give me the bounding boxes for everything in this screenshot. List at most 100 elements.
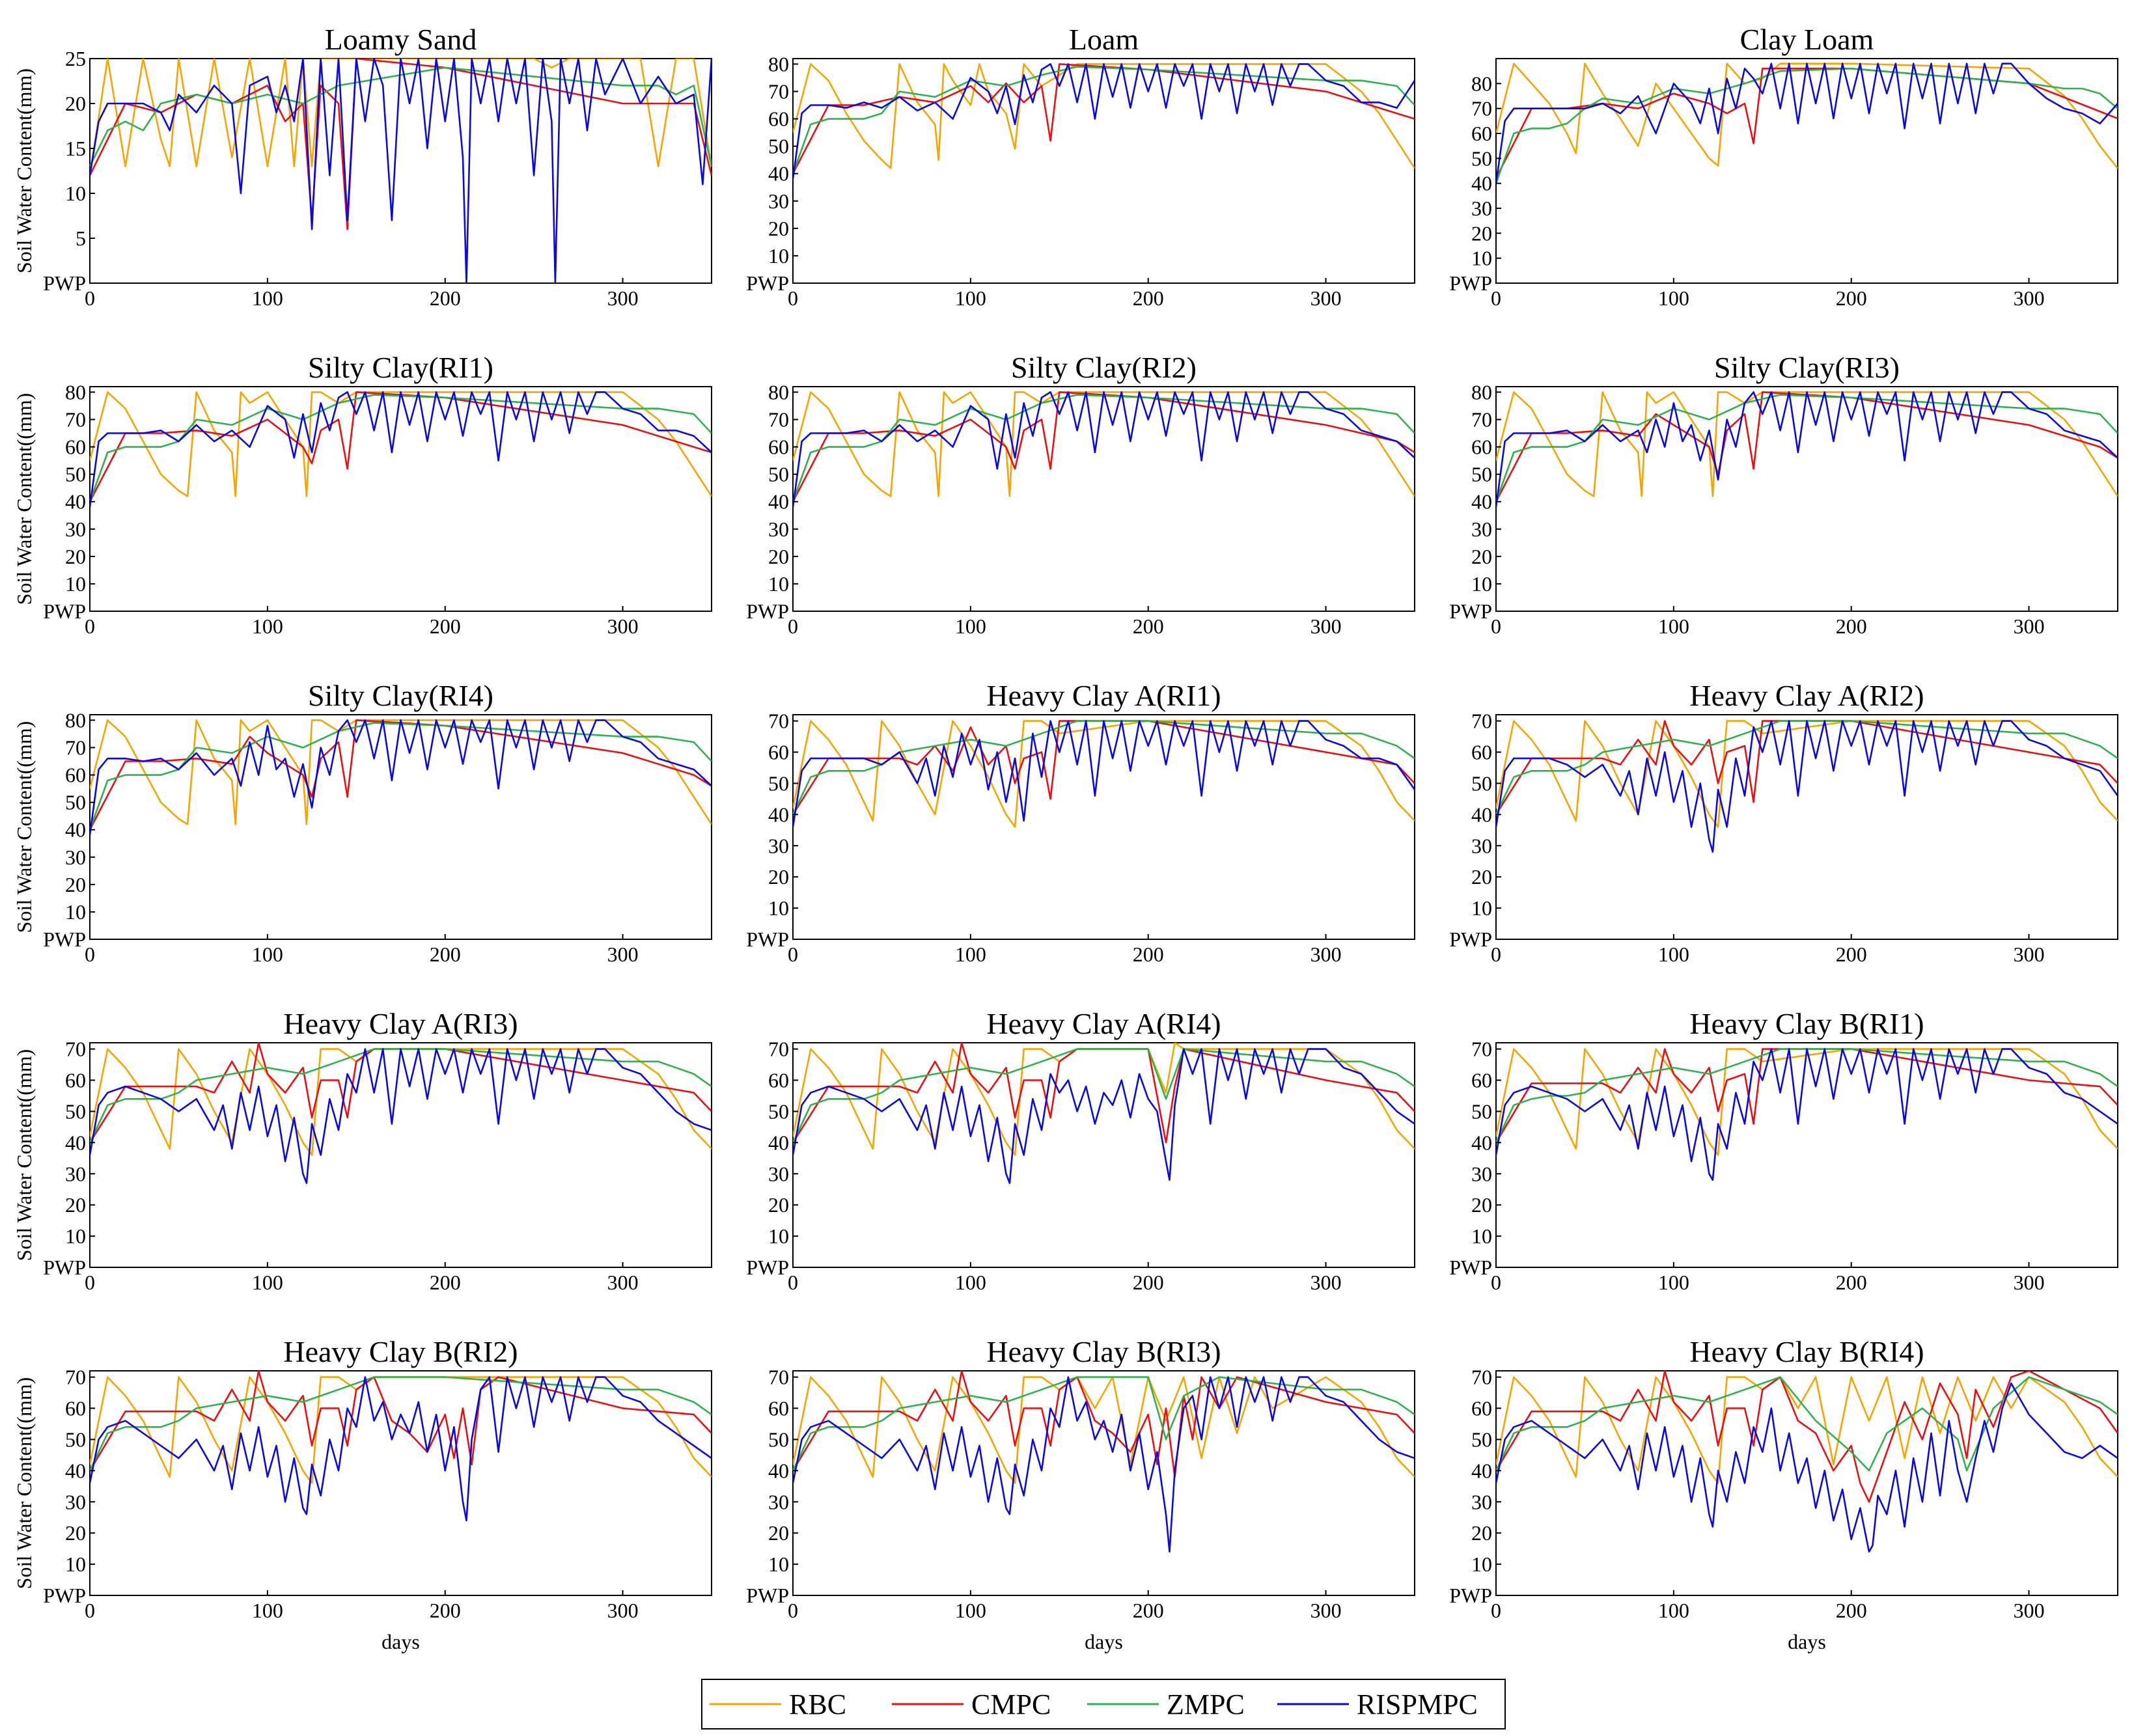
y-tick-label: 80 (768, 52, 789, 76)
x-tick-label: 0 (85, 1271, 95, 1294)
series-line-rispmpc (793, 1048, 1415, 1184)
y-tick-label: 70 (1471, 1038, 1492, 1061)
y-axis-label: Soil Water Content((mm) (12, 1049, 36, 1261)
y-tick-label: 10 (768, 572, 789, 596)
y-tick-label: 50 (65, 1427, 86, 1451)
y-tick-label: 50 (1471, 771, 1492, 795)
y-tick-label: 20 (65, 1521, 86, 1545)
x-tick-label: 100 (1658, 614, 1689, 638)
series-line-rbc (1496, 720, 2118, 828)
y-tick-label: 80 (1471, 380, 1492, 404)
subplot-heavy-clay-b-ri2: 0 100 200 300 PWP 10 20 30 40 50 60 70 Heavy Clay B(… (12, 1335, 712, 1653)
y-tick-label: 20 (768, 217, 789, 240)
y-tick-label: 40 (65, 1459, 86, 1482)
y-tick-label: 60 (768, 107, 789, 131)
x-tick-label: 100 (1658, 1271, 1689, 1294)
x-tick-label: 100 (252, 1271, 283, 1294)
x-tick-label: 200 (430, 943, 461, 966)
x-tick-label: 200 (1133, 614, 1164, 638)
axes-frame (89, 714, 712, 940)
x-tick-label: 100 (1658, 1599, 1689, 1622)
y-tick-label: 10 (768, 896, 789, 920)
y-tick-label: 20 (1471, 221, 1492, 245)
subplot-silty-clay-ri2: 0 100 200 300 PWP 10 20 30 40 50 60 70 80 Silty Clay(… (746, 351, 1415, 638)
x-tick-label: 200 (1133, 286, 1164, 310)
y-tick-label: 10 (768, 1552, 789, 1576)
y-tick-label: 10 (65, 1552, 86, 1576)
y-tick-label: 30 (768, 834, 789, 857)
series-line-zmpc (1496, 1376, 2118, 1472)
y-axis-label: Soil Water Content((mm) (12, 393, 36, 605)
x-tick-label: 0 (788, 1599, 798, 1622)
y-tick-label: 50 (1471, 1427, 1492, 1451)
y-tick-label: 60 (768, 435, 789, 459)
series-line-zmpc (90, 1048, 712, 1143)
axes-frame (89, 1042, 712, 1268)
series-line-zmpc (1496, 394, 2118, 503)
y-tick-label: 10 (1471, 1552, 1492, 1576)
x-tick-label: 0 (85, 943, 95, 966)
series-line-rispmpc (1496, 720, 2118, 853)
series-line-rbc (793, 720, 1415, 828)
series-line-rispmpc (90, 719, 712, 836)
y-tick-label: PWP (746, 271, 789, 295)
series-line-rispmpc (793, 391, 1415, 508)
y-tick-label: 40 (768, 803, 789, 826)
axes-frame (792, 58, 1415, 284)
subplot-title: Heavy Clay B(RI1) (1689, 1007, 1924, 1040)
series-line-rbc (90, 719, 712, 825)
x-axis-label: days (1085, 1630, 1123, 1653)
x-tick-label: 100 (252, 286, 283, 310)
x-tick-label: 200 (430, 1271, 461, 1294)
series-line-rispmpc (793, 1376, 1415, 1553)
subplot-title: Heavy Clay A(RI3) (283, 1007, 518, 1040)
y-tick-label: 10 (65, 572, 86, 596)
x-tick-label: 200 (1133, 1271, 1164, 1294)
subplot-silty-clay-ri1: 0 100 200 300 PWP 10 20 30 40 50 60 70 80 Silty Clay(… (12, 351, 712, 638)
y-tick-label: 70 (65, 736, 86, 759)
y-tick-label: 60 (1471, 741, 1492, 764)
x-tick-label: 200 (430, 1599, 461, 1622)
y-tick-label: 30 (65, 846, 86, 869)
x-tick-label: 0 (85, 1599, 95, 1622)
subplot-heavy-clay-a-ri4: 0 100 200 300 PWP 10 20 30 40 50 60 70 Heavy Clay A(… (746, 1007, 1415, 1294)
series-line-cmpc (1496, 1371, 2118, 1503)
y-tick-label: 80 (65, 380, 86, 404)
subplot-title: Loamy Sand (325, 23, 477, 56)
y-tick-label: 20 (65, 873, 86, 896)
x-tick-label: 300 (1310, 1271, 1342, 1294)
series-line-zmpc (1496, 720, 2118, 815)
y-tick-label: 20 (1471, 545, 1492, 568)
y-tick-label: 50 (65, 1099, 86, 1123)
series-line-cmpc (793, 391, 1415, 503)
subplot-loamy-sand: 0 100 200 300 PWP 5 10 15 20 25 Loamy Sand Soil Wat… (12, 23, 712, 310)
y-tick-label: 50 (1471, 1099, 1492, 1123)
y-tick-label: 60 (1471, 1397, 1492, 1420)
y-tick-label: 30 (1471, 834, 1492, 857)
y-tick-label: 30 (768, 1162, 789, 1185)
series-line-rispmpc (90, 59, 712, 283)
series-line-zmpc (90, 1376, 712, 1471)
y-tick-label: 60 (768, 1397, 789, 1420)
y-tick-label: 40 (65, 1131, 86, 1154)
series-line-zmpc (1496, 1048, 2118, 1143)
y-tick-label: 5 (76, 227, 86, 250)
y-tick-label: 60 (65, 764, 86, 787)
x-tick-label: 300 (607, 286, 639, 310)
x-tick-label: 0 (788, 1271, 798, 1294)
x-tick-label: 0 (788, 943, 798, 966)
y-tick-label: 30 (65, 1162, 86, 1185)
y-tick-label: 40 (1471, 490, 1492, 514)
y-tick-label: 30 (1471, 517, 1492, 541)
x-tick-label: 300 (607, 1271, 639, 1294)
subplot-heavy-clay-b-ri4: 0 100 200 300 PWP 10 20 30 40 50 60 70 Heavy Clay B(… (1449, 1335, 2118, 1653)
y-tick-label: 40 (768, 490, 789, 514)
x-tick-label: 100 (252, 943, 283, 966)
x-tick-label: 300 (2014, 1599, 2045, 1622)
y-tick-label: 10 (1471, 247, 1492, 270)
subplot-silty-clay-ri3: 0 100 200 300 PWP 10 20 30 40 50 60 70 80 Silty Clay(… (1449, 351, 2118, 638)
legend-label-rispmpc: RISPMPC (1357, 1688, 1478, 1720)
axes-frame (1495, 386, 2118, 612)
subplot-title: Loam (1069, 23, 1139, 56)
legend-label-zmpc: ZMPC (1167, 1688, 1245, 1720)
